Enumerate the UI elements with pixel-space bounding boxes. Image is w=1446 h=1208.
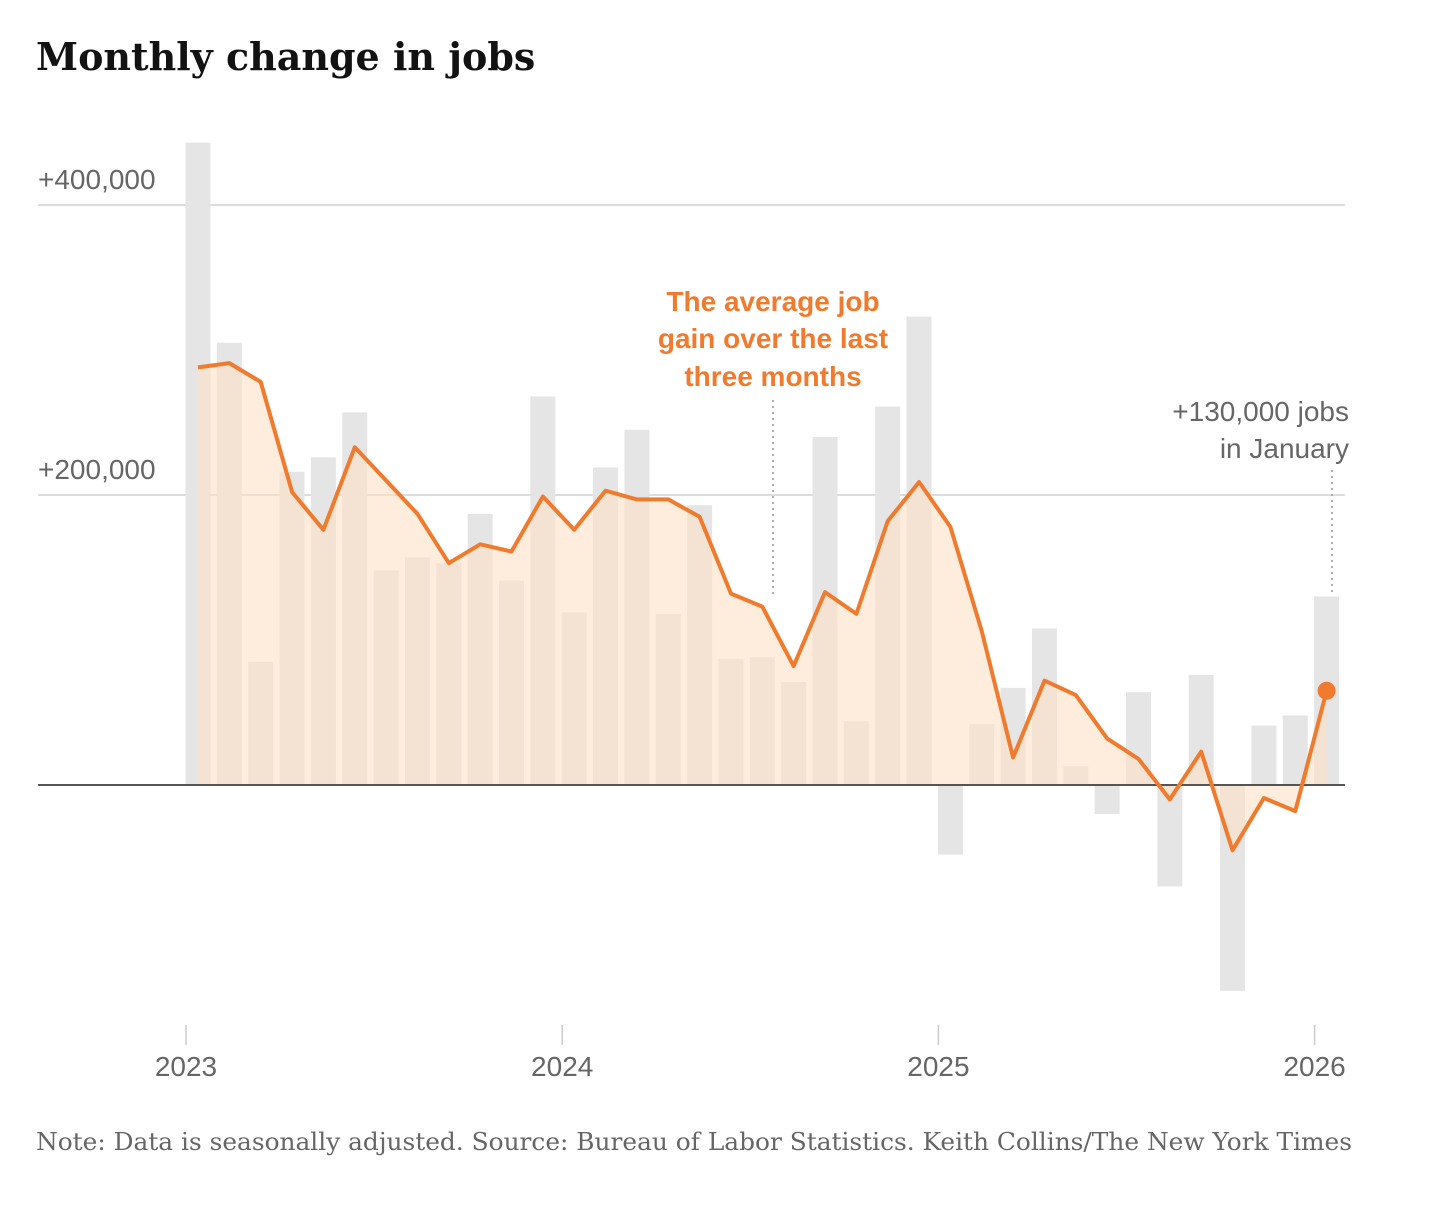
bar-2025-01	[937, 785, 963, 855]
footnote: Note: Data is seasonally adjusted. Sourc…	[36, 1128, 1352, 1156]
bar-2025-06	[1094, 785, 1120, 814]
x-tick-label-0: 2023	[155, 1051, 217, 1082]
latest-annotation-line-2: in January	[1220, 433, 1349, 464]
x-tick-label-3: 2026	[1283, 1051, 1345, 1082]
average-line	[197, 361, 1329, 853]
average-annotation-line-2: gain over the last	[658, 323, 888, 354]
x-tick-label-1: 2024	[531, 1051, 593, 1082]
line-layer	[197, 361, 1336, 853]
annotation-layer: The average job gain over the last three…	[658, 286, 1349, 597]
y-tick-label-0: +400,000	[38, 164, 156, 195]
y-tick-layer: +400,000 +200,000	[38, 164, 156, 485]
latest-annotation-line-1: +130,000 jobs	[1172, 396, 1349, 427]
average-annotation-line-1: The average job	[666, 286, 879, 317]
x-tick-label-2: 2025	[907, 1051, 969, 1082]
latest-average-dot	[1317, 681, 1336, 700]
bar-2025-11	[1251, 725, 1277, 785]
y-tick-label-1: +200,000	[38, 454, 156, 485]
average-annotation-line-3: three months	[684, 361, 861, 392]
x-tick-layer: 2023 2024 2025 2026	[155, 1025, 1346, 1082]
chart-title: Monthly change in jobs	[36, 34, 535, 79]
bar-2025-08	[1157, 785, 1183, 887]
